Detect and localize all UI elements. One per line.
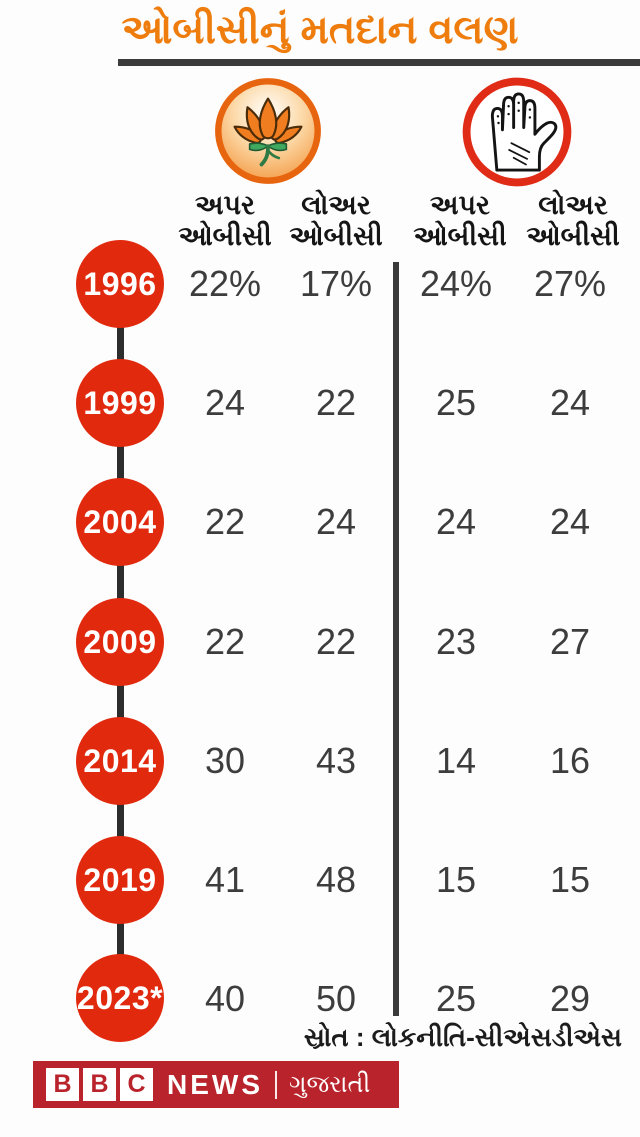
bjp-lotus-logo-icon: [215, 78, 321, 184]
column-header-line2: ઓબીસી: [526, 221, 620, 251]
value-1996-congress-upper: 24%: [419, 263, 493, 304]
year-badge-2023: 2023*: [76, 954, 164, 1042]
column-header-line1: લોઅર: [538, 190, 608, 220]
value-2023-congress-lower: 29: [549, 978, 591, 1019]
value-2009-bjp-lower: 22: [315, 621, 357, 662]
footer-separator-bar: [275, 1070, 277, 1099]
value-2004-bjp-lower: 24: [315, 501, 357, 542]
value-2023-congress-upper: 25: [435, 978, 477, 1019]
column-header-line2: ઓબીસી: [413, 221, 507, 251]
value-2023-bjp-lower: 50: [315, 978, 357, 1019]
bbc-logo-letter-c: C: [120, 1068, 153, 1101]
value-2009-congress-lower: 27: [549, 621, 591, 662]
column-header-congress-upper-obc: અપર ઓબીસી: [390, 190, 530, 252]
column-header-line2: ઓબીસી: [289, 221, 383, 251]
column-header-line2: ઓબીસી: [178, 221, 272, 251]
value-1999-bjp-lower: 22: [315, 382, 357, 423]
value-2009-bjp-upper: 22: [204, 621, 246, 662]
value-2019-congress-upper: 15: [435, 859, 477, 900]
column-header-congress-lower-obc: લોઅર ઓબીસી: [503, 190, 640, 252]
column-header-line1: અપર: [195, 190, 255, 220]
value-1999-congress-lower: 24: [549, 382, 591, 423]
value-2004-congress-lower: 24: [549, 501, 591, 542]
column-header-bjp-upper-obc: અપર ઓબીસી: [155, 190, 295, 252]
value-1996-bjp-upper: 22%: [188, 263, 262, 304]
column-header-line1: લોઅર: [301, 190, 371, 220]
column-header-line1: અપર: [430, 190, 490, 220]
value-1999-bjp-upper: 24: [204, 382, 246, 423]
value-1996-congress-lower: 27%: [533, 263, 607, 304]
bbc-logo-letter-b1: B: [46, 1068, 79, 1101]
value-2014-bjp-lower: 43: [315, 740, 357, 781]
value-2004-bjp-upper: 22: [204, 501, 246, 542]
value-1999-congress-upper: 25: [435, 382, 477, 423]
bbc-logo-letter-b2: B: [83, 1068, 116, 1101]
value-2019-bjp-lower: 48: [315, 859, 357, 900]
title-underline: [118, 59, 640, 66]
year-badge-2019: 2019: [76, 836, 164, 924]
year-badge-2009: 2009: [76, 598, 164, 686]
value-2014-congress-lower: 16: [549, 740, 591, 781]
bbc-language-label: ગુજરાતી: [289, 1070, 371, 1098]
year-badge-2014: 2014: [76, 717, 164, 805]
year-badge-1996: 1996: [76, 240, 164, 328]
page-title: ઓબીસીનું મતદાન વલણ: [121, 8, 519, 52]
party-divider-line: [393, 262, 399, 1016]
congress-hand-logo-icon: [462, 77, 572, 187]
source-credit: સ્રોત : લોકનીતિ-સીએસડીએસ: [303, 1022, 622, 1052]
year-badge-1999: 1999: [76, 359, 164, 447]
value-2014-congress-upper: 14: [435, 740, 477, 781]
value-2019-bjp-upper: 41: [204, 859, 246, 900]
value-2023-bjp-upper: 40: [204, 978, 246, 1019]
value-2014-bjp-upper: 30: [204, 740, 246, 781]
bbc-news-label: NEWS: [167, 1068, 263, 1100]
value-2009-congress-upper: 23: [435, 621, 477, 662]
bbc-news-gujarati-banner: B B C NEWS ગુજરાતી: [33, 1061, 399, 1108]
value-2019-congress-lower: 15: [549, 859, 591, 900]
column-header-bjp-lower-obc: લોઅર ઓબીસી: [266, 190, 406, 252]
year-badge-2004: 2004: [76, 478, 164, 566]
value-1996-bjp-lower: 17%: [299, 263, 373, 304]
value-2004-congress-upper: 24: [435, 501, 477, 542]
